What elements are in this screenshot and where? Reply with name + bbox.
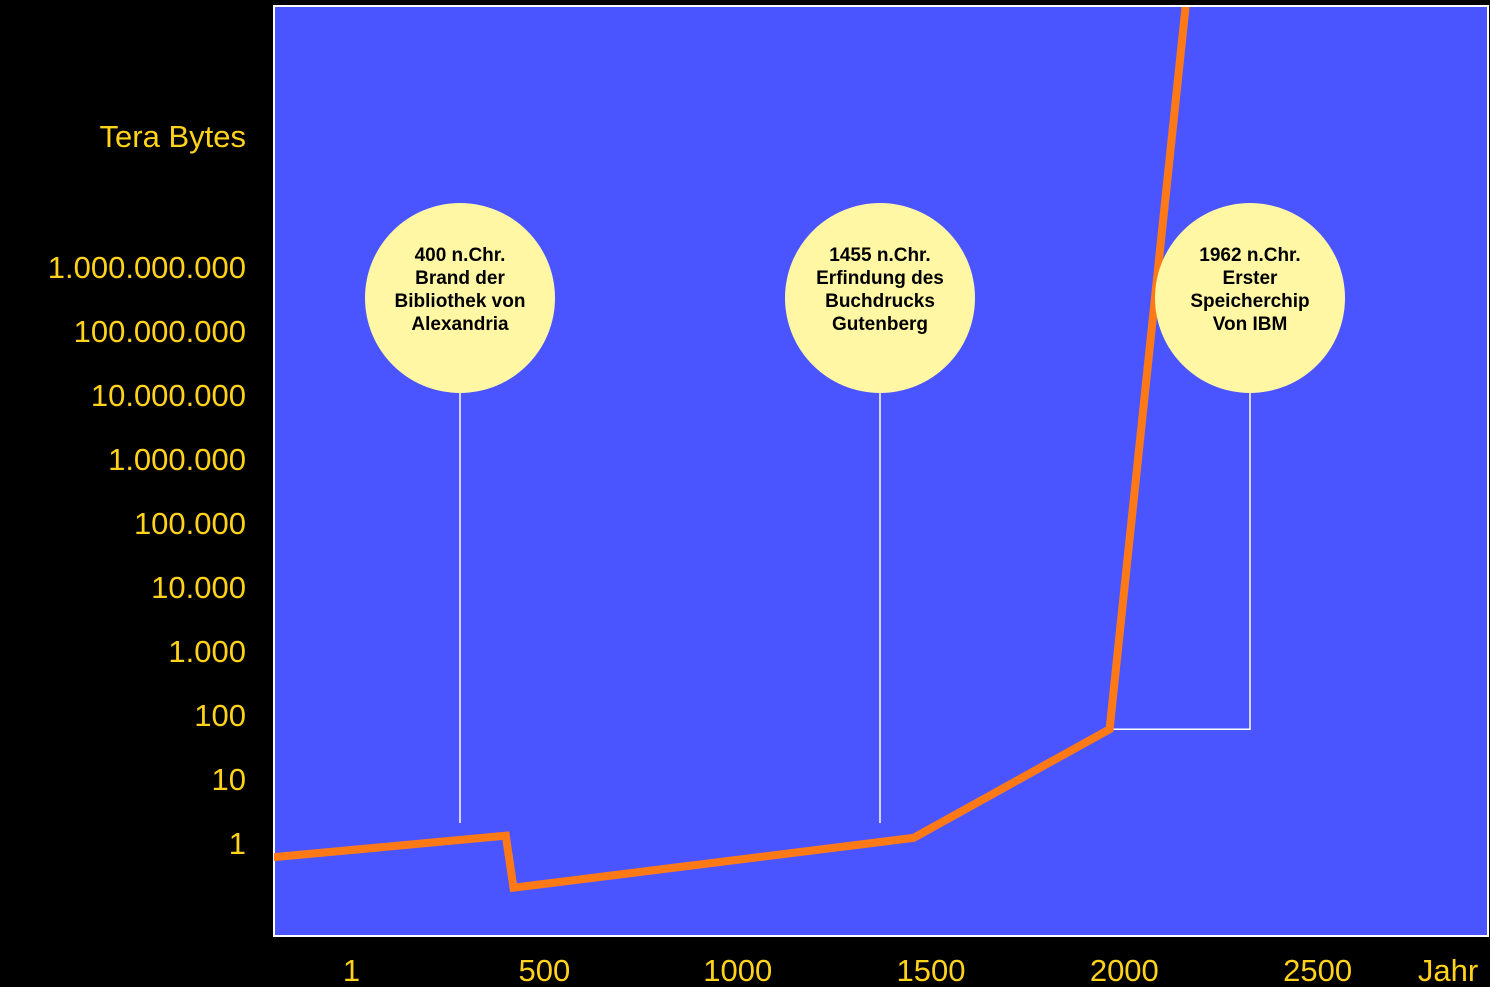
annotation-text: Gutenberg — [832, 314, 928, 335]
y-tick-label: 1.000.000.000 — [48, 250, 246, 285]
annotation-text: 1455 n.Chr. — [829, 245, 930, 266]
annotation-text: Bibliothek von — [395, 291, 526, 312]
y-tick-label: 1.000 — [168, 634, 246, 669]
x-axis-ticks: 1 500 1000 1500 2000 2500 — [343, 953, 1352, 987]
x-tick-label: 2500 — [1283, 953, 1352, 987]
annotation-text: Alexandria — [411, 314, 509, 335]
y-tick-label: 10 — [212, 762, 246, 797]
y-tick-label: 1.000.000 — [108, 442, 246, 477]
series-line — [274, 7, 1190, 893]
annotation-text: Von IBM — [1213, 314, 1288, 335]
annotation-leader-lines — [459, 393, 1251, 823]
annotation-text: Buchdrucks — [825, 291, 935, 312]
y-tick-label: 10.000.000 — [91, 378, 246, 413]
annotation-text: 1962 n.Chr. — [1199, 245, 1300, 266]
annotation-circle — [1155, 203, 1345, 393]
annotation-text: Speicherchip — [1190, 291, 1309, 312]
x-tick-label: 2000 — [1090, 953, 1159, 987]
y-tick-label: 100.000 — [134, 506, 246, 541]
y-axis-title: Tera Bytes — [100, 119, 246, 154]
x-tick-label: 1 — [343, 953, 360, 987]
y-tick-label: 100.000.000 — [74, 314, 246, 349]
x-tick-label: 1500 — [897, 953, 966, 987]
x-axis-title: Jahr — [1418, 953, 1478, 987]
annotation-text: Erfindung des — [816, 268, 944, 289]
y-tick-label: 1 — [229, 826, 246, 861]
y-tick-label: 100 — [194, 698, 246, 733]
series-layer — [274, 7, 1190, 893]
x-tick-label: 1000 — [703, 953, 772, 987]
annotation-circle — [785, 203, 975, 393]
annotation-text: Erster — [1223, 268, 1279, 289]
annotation-text: 400 n.Chr. — [415, 245, 506, 266]
y-tick-label: 10.000 — [151, 570, 246, 605]
annotation-circle — [365, 203, 555, 393]
annotation-text: Brand der — [415, 268, 505, 289]
y-axis-ticks: 1 10 100 1.000 10.000 100.000 1.000.000 10.000.… — [48, 250, 246, 861]
annotation-leader — [1109, 393, 1251, 730]
x-tick-label: 500 — [519, 953, 571, 987]
plot-area — [273, 5, 1489, 937]
annotation-bubble: 1455 n.Chr.Erfindung desBuchdrucksGutenb… — [785, 203, 975, 393]
